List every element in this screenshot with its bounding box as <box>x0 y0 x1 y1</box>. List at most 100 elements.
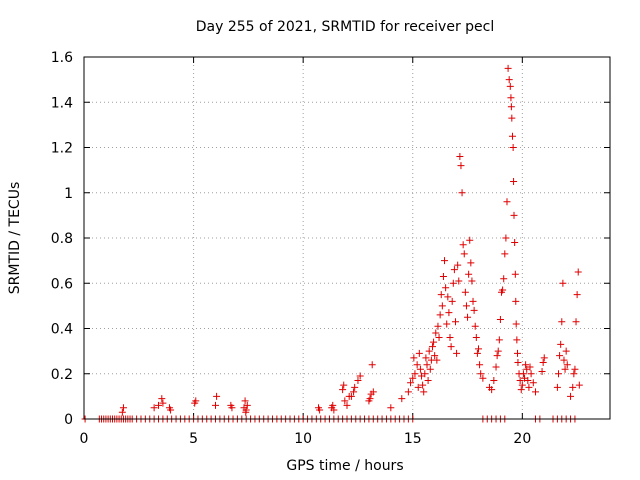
data-point <box>526 363 534 371</box>
y-tick-label: 0.8 <box>51 231 73 247</box>
data-point <box>562 347 570 355</box>
data-point <box>522 361 530 369</box>
x-axis-label: GPS time / hours <box>286 458 403 474</box>
data-point <box>496 315 504 323</box>
data-point <box>501 250 509 258</box>
data-point <box>556 352 564 360</box>
data-point <box>529 379 537 387</box>
data-point <box>504 64 512 72</box>
data-point <box>340 381 348 389</box>
x-tick-labels: 0 5 10 15 20 <box>80 431 532 447</box>
data-point <box>557 340 565 348</box>
data-point <box>527 370 535 378</box>
data-point <box>470 306 478 314</box>
data-point <box>347 392 355 400</box>
data-point <box>569 383 577 391</box>
data-point <box>438 302 446 310</box>
data-point <box>512 297 520 305</box>
y-tick-label: 1.6 <box>51 50 73 66</box>
data-point <box>447 343 455 351</box>
data-point <box>423 361 431 369</box>
data-point <box>415 349 423 357</box>
data-point <box>411 370 419 378</box>
data-point <box>407 379 415 387</box>
data-point <box>430 338 438 346</box>
data-point <box>574 268 582 276</box>
data-point <box>356 372 364 380</box>
data-point <box>460 250 468 258</box>
data-point <box>159 399 167 407</box>
data-point <box>451 318 459 326</box>
y-axis-label: SRMTID / TECUs <box>7 182 23 295</box>
data-point <box>502 234 510 242</box>
data-point <box>554 370 562 378</box>
data-point <box>563 361 571 369</box>
data-point <box>514 349 522 357</box>
data-point <box>492 363 500 371</box>
x-tick-label: 10 <box>294 431 312 447</box>
data-point <box>410 354 418 362</box>
data-point <box>453 349 461 357</box>
data-point <box>436 311 444 319</box>
data-point <box>503 198 511 206</box>
x-tick-label: 15 <box>404 431 422 447</box>
data-point <box>539 358 547 366</box>
data-point <box>212 401 219 409</box>
data-point <box>437 291 445 299</box>
data-point <box>341 397 349 405</box>
data-point <box>575 381 583 389</box>
y-tick-label: 1.4 <box>51 95 73 111</box>
data-point <box>472 334 480 342</box>
data-point <box>479 374 487 382</box>
data-point <box>570 370 578 378</box>
data-point <box>228 404 236 412</box>
data-point <box>155 401 163 409</box>
data-point <box>524 377 532 385</box>
data-point <box>454 261 462 269</box>
data-point <box>413 361 421 369</box>
data-point <box>540 354 548 362</box>
data-point <box>511 270 519 278</box>
data-point <box>443 320 451 328</box>
data-point <box>468 277 476 285</box>
data-point <box>571 365 579 373</box>
data-point <box>366 395 374 403</box>
data-point <box>434 322 442 330</box>
data-point <box>508 114 516 122</box>
data-point <box>507 94 515 102</box>
data-point <box>525 383 533 391</box>
data-point <box>471 322 479 330</box>
data-point <box>560 356 568 364</box>
data-point <box>330 406 338 414</box>
plot-frame <box>83 56 611 420</box>
data-point <box>508 132 516 140</box>
data-point <box>446 334 454 342</box>
data-point <box>158 395 166 403</box>
data-point <box>150 404 158 412</box>
data-point <box>457 162 465 170</box>
data-point <box>538 367 546 375</box>
data-point <box>519 370 527 378</box>
data-point <box>511 239 519 247</box>
data-point <box>213 392 221 400</box>
data-point <box>433 356 441 364</box>
data-point <box>494 347 502 355</box>
data-point <box>518 381 526 389</box>
grid-lines <box>84 57 610 419</box>
y-tick-label: 0.6 <box>51 276 73 292</box>
data-point <box>510 211 518 219</box>
data-point <box>416 365 424 373</box>
data-point <box>420 388 428 396</box>
data-point <box>516 377 524 385</box>
data-point <box>465 270 473 278</box>
data-point <box>462 302 470 310</box>
data-point <box>445 309 453 317</box>
data-point <box>419 381 427 389</box>
y-tick-label: 0.2 <box>51 367 73 383</box>
data-point <box>119 404 127 412</box>
x-tick-label: 0 <box>80 431 89 447</box>
data-point <box>561 365 569 373</box>
data-point <box>243 401 251 409</box>
